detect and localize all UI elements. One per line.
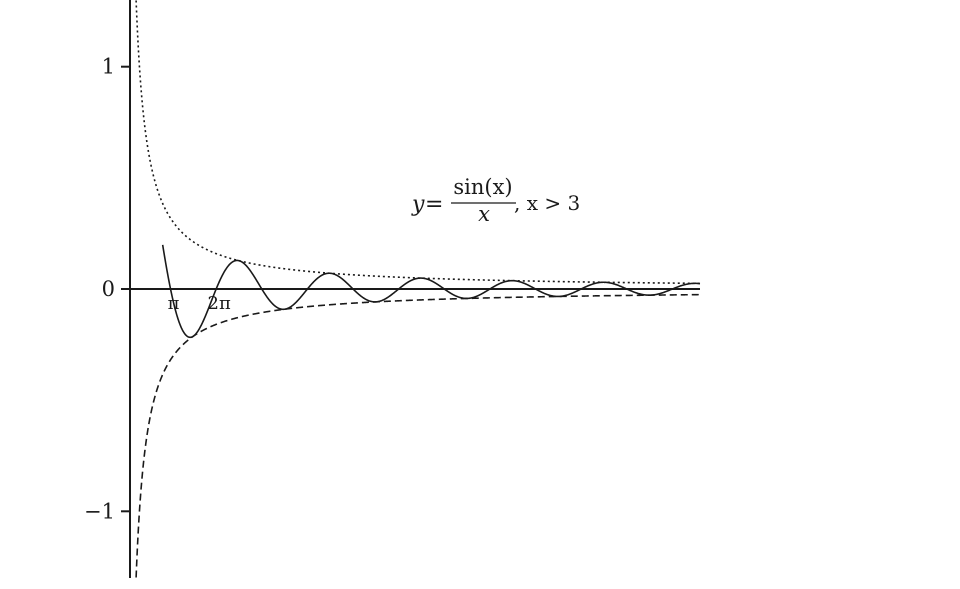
y-ticks-group: 1 0 −1 — [84, 55, 130, 523]
formula-condition: , x > 3 — [514, 191, 580, 215]
formula-denominator: x — [478, 202, 490, 226]
x-annotation-label: π — [168, 293, 180, 314]
y-tick-label: −1 — [84, 499, 115, 523]
x-annotations-group: π 2π — [168, 293, 231, 314]
series-line-dashed — [135, 293, 701, 578]
series-line-solid — [161, 244, 701, 339]
x-annotation-label: 2π — [208, 293, 231, 314]
series-line-dotted — [135, 0, 701, 285]
curves-group — [135, 0, 701, 578]
formula-numerator: sin(x) — [453, 175, 512, 199]
formula-equals: = — [425, 192, 443, 217]
formula-annotation: y = sin(x) x , x > 3 — [411, 175, 580, 226]
y-tick-label: 0 — [102, 277, 115, 301]
y-tick-label: 1 — [102, 55, 115, 79]
formula-lhs: y — [411, 192, 425, 217]
